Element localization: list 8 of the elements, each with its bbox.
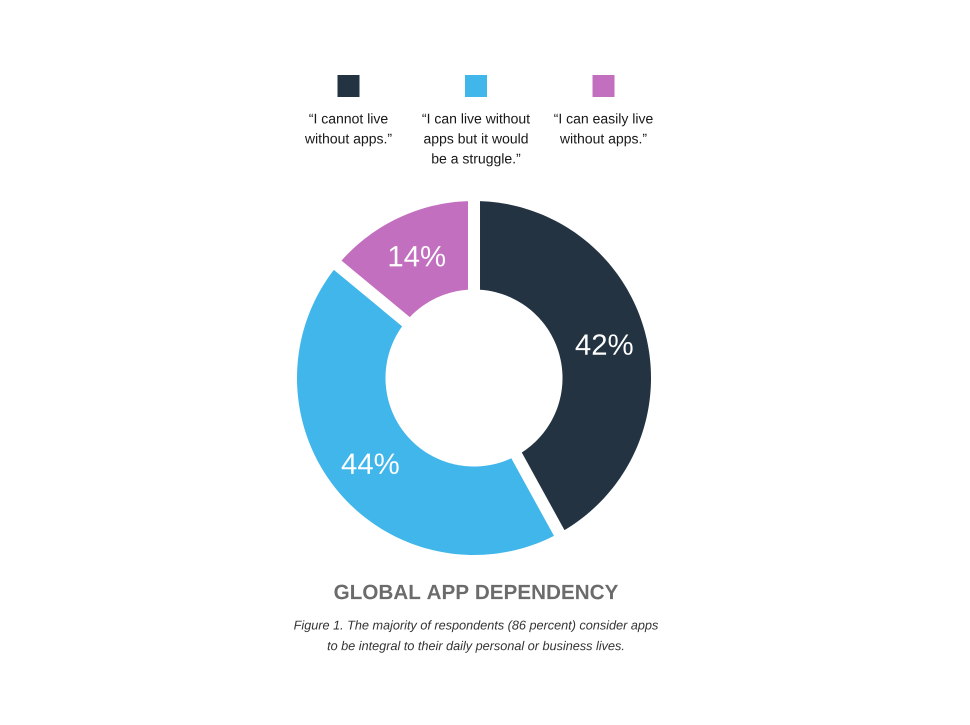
- data-label: 44%: [342, 453, 399, 474]
- data-label: 14%: [390, 246, 446, 267]
- legend-label: “I cannot live without apps.”: [304, 113, 392, 146]
- legend-label: “I can easily live without apps.”: [554, 113, 653, 146]
- legend-label: “I can live without apps but it would be a struggle.”: [422, 113, 530, 166]
- text: GLOBAL APP DEPENDENCY: [334, 584, 618, 600]
- data-label: 42%: [576, 334, 633, 355]
- caption: Figure 1. The majority of respondents (86 percent) consider apps to be integral to their daily personal or business lives.: [294, 620, 658, 653]
